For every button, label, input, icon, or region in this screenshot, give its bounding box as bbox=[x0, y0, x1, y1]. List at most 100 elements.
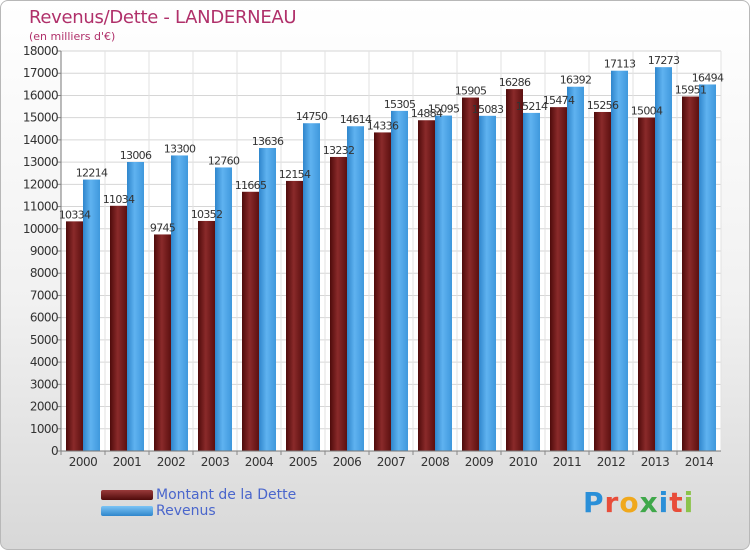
bar-revenus-2014 bbox=[699, 84, 716, 451]
x-tick-label: 2009 bbox=[465, 455, 494, 469]
logo-letter: P bbox=[583, 486, 605, 519]
bar-revenus-2009 bbox=[479, 115, 496, 452]
x-tick-label: 2011 bbox=[553, 455, 582, 469]
data-label-dette-2007: 14336 bbox=[367, 119, 399, 132]
x-tick-label: 2004 bbox=[245, 455, 274, 469]
y-tick-label: 10000 bbox=[23, 222, 58, 236]
data-label-dette-2009: 15905 bbox=[455, 85, 487, 98]
bar-dette-2008 bbox=[418, 120, 435, 451]
logo-letter: i bbox=[683, 486, 695, 519]
chart-title: Revenus/Dette - LANDERNEAU bbox=[29, 7, 297, 28]
proxiti-logo: Proxiti bbox=[583, 486, 694, 519]
y-tick-label: 3000 bbox=[30, 377, 58, 391]
bar-revenus-2006 bbox=[347, 126, 364, 451]
bar-revenus-2004 bbox=[259, 147, 276, 451]
data-label-revenus-2014: 16494 bbox=[692, 71, 724, 84]
data-label-revenus-2009: 15083 bbox=[472, 103, 504, 116]
x-tick-label: 2000 bbox=[69, 455, 98, 469]
bar-dette-2011 bbox=[550, 107, 567, 451]
bar-dette-2010 bbox=[506, 89, 523, 451]
y-tick-label: 1000 bbox=[30, 422, 58, 436]
data-label-revenus-2000: 12214 bbox=[76, 167, 108, 180]
bar-dette-2005 bbox=[286, 180, 303, 451]
bar-revenus-2005 bbox=[303, 123, 320, 451]
logo-letter: o bbox=[619, 486, 640, 519]
y-tick-label: 16000 bbox=[23, 88, 58, 102]
bar-dette-2006 bbox=[330, 156, 347, 451]
y-tick-label: 14000 bbox=[23, 133, 58, 147]
y-tick-label: 8000 bbox=[30, 266, 58, 280]
bar-dette-2002 bbox=[154, 234, 171, 451]
data-label-dette-2010: 16286 bbox=[499, 76, 531, 89]
data-label-dette-2003: 10352 bbox=[191, 208, 223, 221]
data-label-dette-2001: 11034 bbox=[103, 193, 135, 206]
bar-dette-2004 bbox=[242, 191, 259, 451]
y-tick-label: 6000 bbox=[30, 311, 58, 325]
bar-dette-2000 bbox=[66, 221, 83, 451]
legend-label-revenus: Revenus bbox=[156, 503, 216, 519]
bar-revenus-2000 bbox=[83, 179, 100, 452]
x-tick-label: 2003 bbox=[201, 455, 230, 469]
logo-letter: i bbox=[658, 486, 670, 519]
bar-dette-2012 bbox=[594, 111, 611, 451]
data-label-dette-2005: 12154 bbox=[279, 168, 311, 181]
x-tick-label: 2002 bbox=[157, 455, 186, 469]
logo-letter: x bbox=[639, 486, 659, 519]
data-label-dette-2004: 11665 bbox=[235, 179, 267, 192]
data-label-revenus-2012: 17113 bbox=[604, 58, 636, 71]
bar-dette-2014 bbox=[682, 96, 699, 452]
y-tick-label: 15000 bbox=[23, 111, 58, 125]
data-label-dette-2013: 15004 bbox=[631, 105, 663, 118]
data-label-revenus-2004: 13636 bbox=[252, 135, 284, 148]
data-label-dette-2014: 15951 bbox=[675, 84, 707, 97]
y-tick-label: 11000 bbox=[23, 200, 58, 214]
axes: 0 1000 2000 3000 4000 5000 6000 7000 8000 9000 100… bbox=[23, 44, 721, 469]
x-tick-label: 2006 bbox=[333, 455, 362, 469]
legend-label-dette: Montant de la Dette bbox=[156, 487, 297, 503]
bar-dette-2001 bbox=[110, 205, 127, 451]
data-label-dette-2012: 15256 bbox=[587, 99, 619, 112]
bar-revenus-2011 bbox=[567, 86, 584, 451]
data-label-revenus-2001: 13006 bbox=[120, 149, 152, 162]
y-tick-label: 7000 bbox=[30, 288, 58, 302]
data-label-dette-2000: 10334 bbox=[59, 208, 91, 221]
bars bbox=[66, 67, 716, 452]
y-tick-label: 5000 bbox=[30, 333, 58, 347]
chart-subtitle: (en milliers d'€) bbox=[29, 30, 116, 43]
y-tick-label: 2000 bbox=[30, 400, 58, 414]
bar-dette-2007 bbox=[374, 132, 391, 451]
bar-revenus-2012 bbox=[611, 70, 628, 451]
x-tick-label: 2012 bbox=[597, 455, 626, 469]
data-label-dette-2002: 9745 bbox=[150, 221, 176, 234]
y-tick-label: 12000 bbox=[23, 177, 58, 191]
x-tick-label: 2014 bbox=[685, 455, 714, 469]
y-tick-label: 0 bbox=[51, 444, 58, 458]
bar-revenus-2007 bbox=[391, 110, 408, 451]
bar-revenus-2001 bbox=[127, 161, 144, 451]
data-label-revenus-2011: 16392 bbox=[560, 74, 592, 87]
logo-letter: r bbox=[604, 486, 620, 519]
value-labels: 1033411034974510352116651215413232143361… bbox=[59, 54, 725, 234]
y-tick-label: 17000 bbox=[23, 66, 58, 80]
x-tick-label: 2013 bbox=[641, 455, 670, 469]
bar-revenus-2003 bbox=[215, 167, 232, 451]
y-tick-label: 18000 bbox=[23, 44, 58, 58]
bar-dette-2003 bbox=[198, 220, 215, 451]
x-tick-label: 2010 bbox=[509, 455, 538, 469]
data-label-revenus-2013: 17273 bbox=[648, 54, 680, 67]
y-tick-label: 13000 bbox=[23, 155, 58, 169]
data-label-revenus-2006: 14614 bbox=[340, 113, 372, 126]
legend-swatch-revenus bbox=[101, 506, 153, 516]
x-tick-label: 2001 bbox=[113, 455, 142, 469]
x-tick-label: 2008 bbox=[421, 455, 450, 469]
legend-swatch-dette bbox=[101, 490, 153, 500]
bar-revenus-2010 bbox=[523, 112, 540, 452]
bar-revenus-2013 bbox=[655, 67, 672, 452]
bar-dette-2013 bbox=[638, 117, 655, 452]
data-label-dette-2008: 14884 bbox=[411, 107, 443, 120]
data-label-revenus-2008: 15095 bbox=[428, 103, 460, 116]
y-tick-label: 4000 bbox=[30, 355, 58, 369]
logo-letter: t bbox=[669, 486, 684, 519]
